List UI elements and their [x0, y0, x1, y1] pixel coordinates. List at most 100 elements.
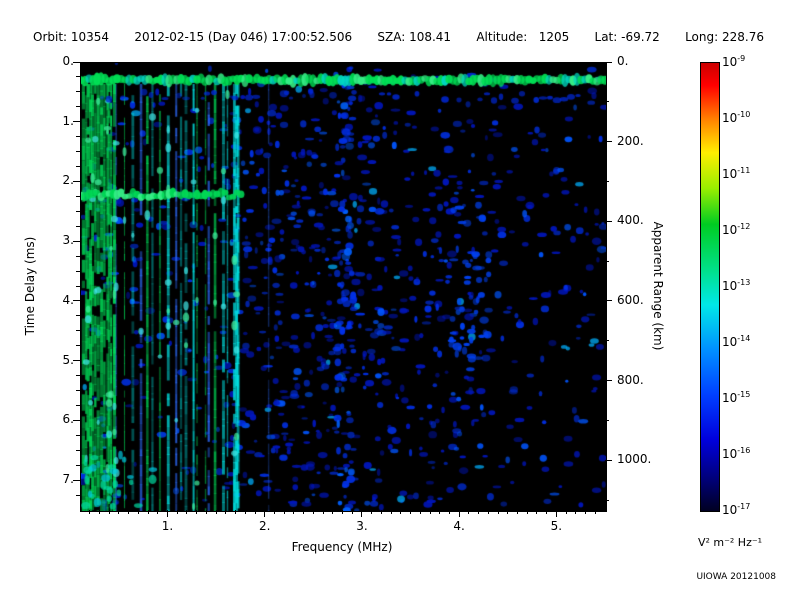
x-axis-minor-tick: [332, 510, 334, 514]
y-axis-minor-tick: [76, 166, 80, 168]
x-axis-minor-tick: [254, 510, 256, 514]
y2-axis-tick-label: 1000.: [617, 452, 652, 467]
y-axis-tick: [73, 419, 80, 421]
x-axis-tick: [264, 510, 266, 517]
x-axis-minor-tick: [128, 510, 130, 514]
longitude-label: Long: 228.76: [685, 30, 764, 44]
colorbar-tick-label: 10-17: [722, 502, 751, 517]
x-axis-minor-tick: [380, 510, 382, 514]
y-axis-minor-tick: [76, 76, 80, 78]
x-axis-minor-tick: [585, 510, 587, 514]
colorbar-tick-label: 10-16: [722, 446, 751, 461]
x-axis-minor-tick: [468, 510, 470, 514]
x-axis-minor-tick: [283, 510, 285, 514]
y2-axis-tick: [605, 380, 612, 382]
y2-axis-tick-label: 800.: [617, 372, 644, 387]
y-axis-tick-label: 3.: [62, 233, 74, 248]
x-axis-minor-tick: [390, 510, 392, 514]
x-axis-minor-tick: [410, 510, 412, 514]
y2-axis-tick-label: 0.: [617, 54, 629, 68]
y2-axis-minor-tick: [605, 419, 609, 421]
credit-text: UIOWA 20121008: [696, 572, 776, 582]
y2-axis-minor-tick: [605, 101, 609, 103]
colorbar-tick-label: 10-11: [722, 166, 751, 181]
y-axis-minor-tick: [76, 449, 80, 451]
y-axis-tick: [73, 300, 80, 302]
plot-area: [80, 62, 607, 512]
x-axis-tick-label: 5.: [550, 519, 563, 533]
x-axis-minor-tick: [157, 510, 159, 514]
y-axis-minor-tick: [76, 136, 80, 138]
x-axis-minor-tick: [526, 510, 528, 514]
x-axis-tick-label: 1.: [161, 519, 174, 533]
x-axis-minor-tick: [439, 510, 441, 514]
y-axis-minor-tick: [76, 255, 80, 257]
x-axis-minor-tick: [594, 510, 596, 514]
y2-axis-tick: [605, 300, 612, 302]
spectrogram-canvas: [81, 63, 606, 511]
orbit-label: Orbit: 10354: [33, 30, 110, 44]
x-axis-minor-tick: [108, 510, 110, 514]
x-axis-tick: [458, 510, 460, 517]
x-axis-minor-tick: [536, 510, 538, 514]
y-axis-minor-tick: [76, 375, 80, 377]
colorbar-tick-label: 10-15: [722, 390, 751, 405]
x-axis-minor-tick: [448, 510, 450, 514]
header-info: Orbit: 10354 2012-02-15 (Day 046) 17:00:…: [33, 30, 764, 44]
y-axis-minor-tick: [76, 225, 80, 227]
y2-axis-minor-tick: [605, 340, 609, 342]
y-axis-minor-tick: [76, 285, 80, 287]
colorbar-tick-label: 10-10: [722, 110, 751, 125]
x-axis-minor-tick: [351, 510, 353, 514]
y-axis-minor-tick: [76, 210, 80, 212]
y2-axis-tick: [605, 459, 612, 461]
y-axis-tick: [73, 121, 80, 123]
x-axis-minor-tick: [147, 510, 149, 514]
x-axis-minor-tick: [205, 510, 207, 514]
x-axis-minor-tick: [137, 510, 139, 514]
x-axis-minor-tick: [565, 510, 567, 514]
x-axis-tick: [555, 510, 557, 517]
y-axis-tick-label: 6.: [62, 412, 74, 427]
colorbar-tick-label: 10-12: [722, 222, 751, 237]
x-axis-minor-tick: [98, 510, 100, 514]
x-axis-minor-tick: [176, 510, 178, 514]
x-axis-minor-tick: [487, 510, 489, 514]
x-axis-minor-tick: [118, 510, 120, 514]
y-axis-tick-label: 2.: [62, 173, 74, 188]
colorbar-tick-label: 10-14: [722, 334, 751, 349]
y-axis-minor-tick: [76, 151, 80, 153]
x-axis-minor-tick: [400, 510, 402, 514]
y-axis-tick: [73, 240, 80, 242]
x-axis-label: Frequency (MHz): [291, 540, 393, 554]
colorbar-unit-label: V² m⁻² Hz⁻¹: [697, 536, 763, 549]
y-axis-tick-label: 5.: [62, 352, 74, 367]
latitude-label: Lat: -69.72: [594, 30, 660, 44]
y-axis-minor-tick: [76, 404, 80, 406]
colorbar: [700, 62, 720, 512]
colorbar-tick-label: 10-9: [722, 54, 746, 69]
y-axis-minor-tick: [76, 195, 80, 197]
y2-axis-tick: [605, 61, 612, 63]
y-axis-tick: [73, 360, 80, 362]
y-axis-minor-tick: [76, 494, 80, 496]
y2-axis-tick-label: 400.: [617, 213, 644, 228]
x-axis-minor-tick: [478, 510, 480, 514]
x-axis-minor-tick: [575, 510, 577, 514]
y2-axis-tick: [605, 141, 612, 143]
altitude-label: Altitude: 1205: [476, 30, 570, 44]
y2-axis-tick-label: 600.: [617, 292, 644, 307]
x-axis-tick-label: 3.: [356, 519, 368, 533]
y2-axis-minor-tick: [605, 499, 609, 501]
x-axis-minor-tick: [517, 510, 518, 514]
x-axis-minor-tick: [546, 510, 548, 514]
x-axis-minor-tick: [507, 510, 509, 514]
y-axis-minor-tick: [76, 315, 80, 317]
y-axis-minor-tick: [76, 434, 80, 436]
x-axis-minor-tick: [419, 510, 421, 514]
y-axis-tick-label: 0.: [62, 54, 74, 68]
x-axis-minor-tick: [497, 510, 499, 514]
x-axis-minor-tick: [89, 510, 91, 514]
x-axis-minor-tick: [303, 510, 305, 514]
y-axis-label: Time Delay (ms): [23, 236, 37, 336]
